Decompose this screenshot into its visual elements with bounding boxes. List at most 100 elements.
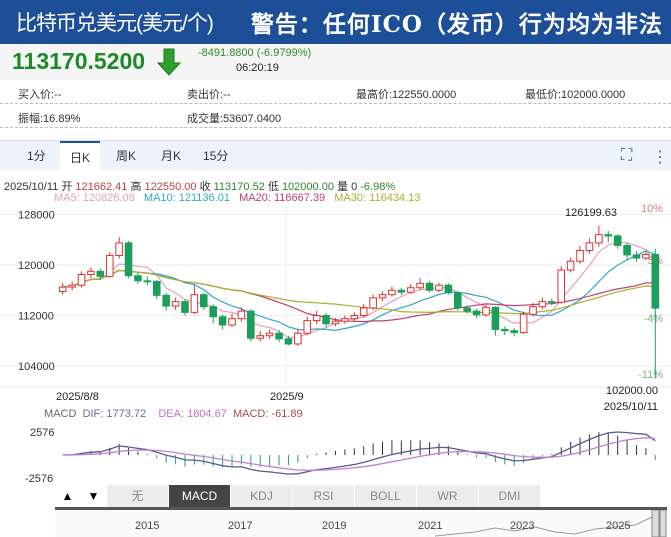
candle-body [247,310,255,339]
candle-body [388,289,396,296]
candle-body [604,234,613,237]
tab-1min[interactable]: 1分 [27,149,46,163]
low-price: 最低价:102000.0000 [525,89,626,101]
ma5-line [62,241,656,339]
y-tick-label: 120000 [18,260,55,272]
candle-body [548,301,556,304]
tab-15min[interactable]: 15分 [203,149,229,163]
candle-body [350,315,359,320]
quote-bar: 113170.5200 -8491.8800 (-6.9799%) 06:20:… [0,44,671,80]
candle-body [105,255,114,277]
amplitude: 振幅:16.89% [18,113,81,125]
candle-body [200,294,208,308]
right-tick-label: -4% [643,313,663,325]
ma10-value: MA10: 121136.01 [143,192,230,204]
ask-price: 卖出价:-- [187,89,231,101]
y-tick-label: 112000 [18,311,54,323]
candle-body [341,318,349,322]
x-axis-label: 2025/9 [270,391,304,403]
nav-year: 2025 [606,520,631,532]
more-icon[interactable]: ⋮ [652,149,668,166]
candle-body [444,284,453,294]
candle-body [491,306,500,330]
tab-daily[interactable]: 日K [60,141,101,171]
right-tick-label: 10% [641,203,663,215]
indicator-boll[interactable]: BOLL [355,485,417,507]
indicator-rsi[interactable]: RSI [293,485,355,507]
period-tabs: 1分 日K 周K 月K 15分 ⛶ ⋮ [0,140,671,171]
candlestick-chart[interactable]: 12800012000011200010400010%5%-4%-11%1261… [0,0,671,485]
candle-body [312,315,321,322]
candle-body [510,330,518,334]
candle-body [303,320,312,334]
candle-body [209,306,217,318]
down-arrow-icon [156,48,182,76]
nav-year: 2023 [510,520,535,532]
candle-body [406,287,415,293]
fullscreen-icon[interactable]: ⛶ [621,147,633,164]
scroll-down-button[interactable]: ▼ [81,485,107,507]
candle-body [435,284,443,291]
dif-line [62,431,656,475]
open-value: 121662.41 [75,181,128,193]
ma20-value: MA20: 116667.39 [239,192,326,204]
quote-time: 06:20:19 [236,62,279,74]
header: 比特币兑美元(美元/个) 警告：任何ICO（发币）行为均为非法 [0,0,671,44]
candle-body [284,338,293,345]
candle-body [237,310,246,320]
navigator-sparkline [434,510,667,537]
x-axis-label: 2025/8/8 [56,391,99,403]
candle-body [397,289,406,293]
dea-line [62,437,656,471]
low-value: 102000.00 [281,181,334,193]
y-tick-label: 128000 [18,209,55,221]
high-value: 122550.00 [144,181,197,193]
candle-body [425,282,434,291]
nav-year: 2019 [322,520,347,532]
high-label: 高 [130,181,142,193]
macd-top-label: 2576 [30,427,54,439]
candle-body [322,315,330,325]
indicator-none[interactable]: 无 [107,485,169,507]
warning-banner: 警告：任何ICO（发币）行为均为非法 [250,11,663,38]
indicator-macd[interactable]: MACD [169,485,231,507]
nav-year: 2017 [228,520,253,532]
navigator-handle-left[interactable] [651,510,660,537]
candle-body [162,294,170,307]
candle-body [557,269,566,303]
indicator-wr[interactable]: WR [417,485,479,507]
candle-body [501,328,509,332]
candle-body [190,294,199,313]
candle-body [595,234,603,244]
info-row-1: 买入价:-- 卖出价:-- 最高价:122550.0000 最低价:102000… [0,80,671,104]
tab-weekly[interactable]: 周K [116,149,137,163]
candle-body [228,318,236,326]
candle-body [651,254,660,309]
candle-body [369,297,377,309]
indicator-dmi[interactable]: DMI [479,485,541,507]
indicator-kdj[interactable]: KDJ [231,485,293,507]
candle-body [463,307,471,312]
scroll-up-button[interactable]: ▲ [55,485,81,507]
candle-body [632,254,641,259]
candle-body [453,292,462,309]
candle-body [152,280,161,296]
range-navigator[interactable]: 2015 2017 2019 2021 2023 2025 [55,507,667,537]
dea-value: DEA: 1804.67 [158,408,227,420]
volume-value: 0 [351,181,358,193]
ma20-line [62,269,656,323]
nav-year: 2021 [418,520,443,532]
candle-body [566,260,575,271]
navigator-handle-right[interactable] [659,510,667,537]
max-price-label: 126199.63 [565,207,617,219]
tab-monthly[interactable]: 月K [161,149,182,163]
high-price: 最高价:122550.0000 [356,89,457,101]
candle-body [256,335,265,339]
ma30-line [62,269,656,315]
ma30-value: MA30: 116434.13 [334,192,421,204]
volume-label: 量 [337,181,348,193]
macd-value: MACD: -61.89 [232,408,303,420]
open-label: 开 [61,181,73,193]
candle-body [68,284,76,288]
info-row-2: 振幅:16.89% 成交量:53607.0400 [0,104,671,128]
